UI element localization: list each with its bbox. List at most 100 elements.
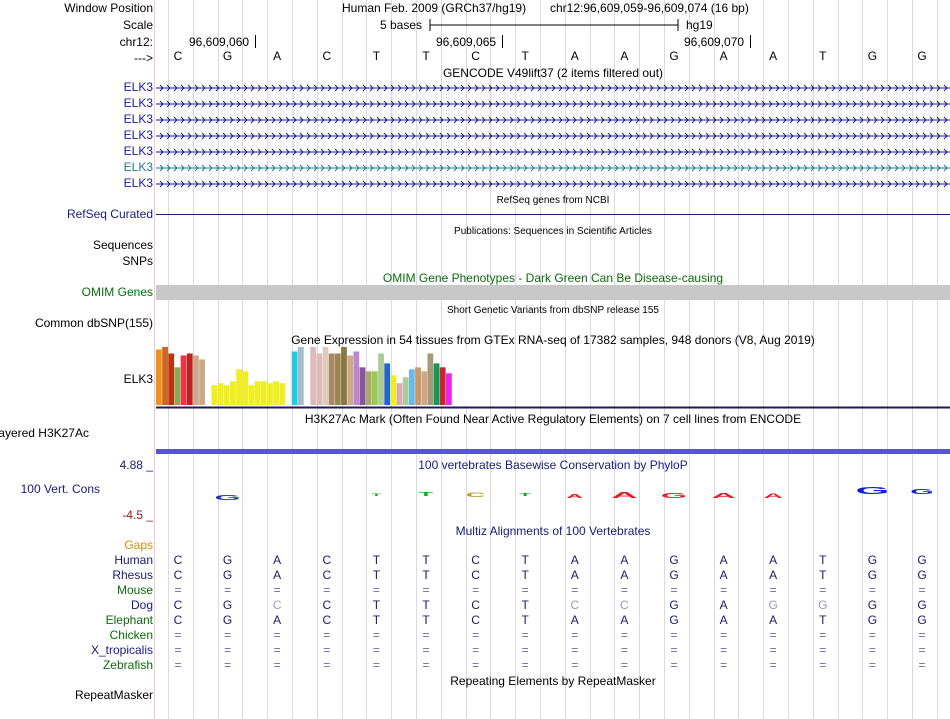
gtex-label[interactable]: ELK3 [123, 372, 153, 386]
strand-arrow [754, 132, 759, 140]
publications-title[interactable]: Publications: Sequences in Scientific Ar… [454, 226, 652, 237]
strand-arrow [621, 100, 626, 108]
strand-arrow [796, 116, 801, 124]
multiz-species-label[interactable]: X_tropicalis [90, 643, 153, 657]
strand-arrow [432, 164, 437, 172]
h3k27ac-title[interactable]: H3K27Ac Mark (Often Found Near Active Re… [304, 412, 802, 426]
gencode-gene-line[interactable] [156, 130, 950, 142]
multiz-base: = [422, 583, 430, 597]
gencode-item-label[interactable]: ELK3 [123, 112, 153, 126]
gencode-item-label[interactable]: ELK3 [123, 96, 153, 110]
gtex-tissue-bar [384, 363, 391, 405]
gencode-gene-line[interactable] [156, 114, 950, 126]
strand-arrow [684, 180, 689, 188]
multiz-species-label[interactable]: Dog [130, 598, 153, 612]
strand-arrow [733, 116, 738, 124]
gtex-tissue-bar [242, 371, 249, 405]
gencode-title[interactable]: GENCODE V49lift37 (2 items filtered out) [442, 66, 664, 80]
dbsnp-label[interactable]: Common dbSNP(155) [34, 316, 153, 330]
gtex-tissue-bar [254, 381, 261, 405]
strand-arrow [656, 148, 661, 156]
gtex-tissue-bar [236, 369, 243, 405]
strand-arrow [880, 84, 885, 92]
gencode-gene-line[interactable] [156, 162, 950, 174]
strand-arrow [376, 84, 381, 92]
strand-arrow [551, 100, 556, 108]
strand-arrow [817, 116, 822, 124]
phylop-label[interactable]: 100 Vert. Cons [20, 482, 100, 496]
strand-arrow [614, 148, 619, 156]
multiz-gaps-label[interactable]: Gaps [124, 538, 153, 552]
multiz-species-label[interactable]: Zebrafish [102, 658, 153, 672]
gtex-tissue-bar [396, 383, 403, 405]
strand-arrow [635, 148, 640, 156]
gencode-gene-line[interactable] [156, 98, 950, 110]
gencode-item-label[interactable]: ELK3 [123, 176, 153, 190]
repeatmasker-label[interactable]: RepeatMasker [74, 688, 153, 702]
multiz-species-label[interactable]: Elephant [105, 613, 153, 627]
gencode-gene-line[interactable] [156, 178, 950, 190]
refseq-gene-line[interactable] [156, 214, 950, 215]
strand-arrow [866, 148, 871, 156]
gtex-title[interactable]: Gene Expression in 54 tissues from GTEx … [291, 333, 815, 347]
gtex-tissue-bar [353, 351, 360, 405]
gencode-item-label[interactable]: ELK3 [123, 80, 153, 94]
gtex-tissue-bar [217, 383, 224, 405]
multiz-species-label[interactable]: Human [114, 553, 153, 567]
strand-arrow [803, 116, 808, 124]
h3k27ac-label[interactable]: Layered H3K27Ac [0, 426, 89, 440]
strand-arrow [908, 84, 913, 92]
strand-arrow [453, 148, 458, 156]
strand-arrow [215, 116, 220, 124]
strand-arrow [383, 148, 388, 156]
multiz-base: C [322, 613, 332, 627]
gencode-gene-line[interactable] [156, 146, 950, 158]
multiz-species-label[interactable]: Rhesus [112, 568, 153, 582]
strand-arrow [887, 180, 892, 188]
strand-arrow [642, 148, 647, 156]
strand-arrow [236, 164, 241, 172]
strand-arrow [894, 116, 899, 124]
refseq-title[interactable]: RefSeq genes from NCBI [496, 195, 610, 206]
strand-arrow [852, 164, 857, 172]
phylop-glyph: A [611, 490, 638, 499]
strand-arrow [467, 116, 472, 124]
strand-arrow [740, 148, 745, 156]
gtex-tissue-bar [193, 355, 199, 405]
multiz-base: = [819, 643, 827, 657]
gencode-item-label[interactable]: ELK3 [123, 160, 153, 174]
strand-arrow [908, 100, 913, 108]
gencode-gene-line[interactable] [156, 82, 950, 94]
strand-arrow [754, 116, 759, 124]
h3k27ac-signal[interactable] [156, 449, 950, 454]
phylop-title[interactable]: 100 vertebrates Basewise Conservation by… [418, 458, 688, 472]
strand-arrow [873, 132, 878, 140]
refseq-label[interactable]: RefSeq Curated [66, 207, 153, 221]
strand-arrow [733, 148, 738, 156]
strand-arrow [558, 164, 563, 172]
strand-arrow [551, 84, 556, 92]
multiz-species-label[interactable]: Chicken [109, 628, 153, 642]
gtex-bar-chart[interactable] [156, 347, 950, 409]
multiz-base: = [372, 583, 380, 597]
strand-arrow [558, 100, 563, 108]
strand-arrow [796, 180, 801, 188]
multiz-species-label[interactable]: Mouse [116, 583, 153, 597]
strand-arrow [334, 164, 339, 172]
strand-arrow [271, 148, 276, 156]
omim-gene-bar[interactable] [156, 285, 950, 300]
strand-arrow [628, 100, 633, 108]
omim-title[interactable]: OMIM Gene Phenotypes - Dark Green Can Be… [382, 271, 724, 285]
gencode-item-label[interactable]: ELK3 [123, 128, 153, 142]
strand-arrow [516, 148, 521, 156]
omim-label[interactable]: OMIM Genes [81, 285, 153, 299]
snps-label[interactable]: SNPs [122, 254, 153, 268]
gencode-item-label[interactable]: ELK3 [123, 144, 153, 158]
repeatmasker-title[interactable]: Repeating Elements by RepeatMasker [450, 674, 656, 688]
dbsnp-title[interactable]: Short Genetic Variants from dbSNP releas… [447, 305, 659, 316]
multiz-title[interactable]: Multiz Alignments of 100 Vertebrates [455, 524, 651, 538]
sequences-label[interactable]: Sequences [92, 238, 153, 252]
multiz-base: T [422, 598, 430, 612]
